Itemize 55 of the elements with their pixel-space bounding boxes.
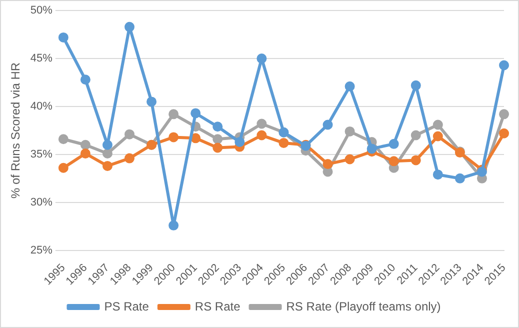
point bbox=[499, 60, 509, 70]
point bbox=[168, 109, 179, 120]
point bbox=[410, 130, 421, 140]
point bbox=[322, 166, 333, 177]
point bbox=[366, 144, 377, 154]
point bbox=[322, 120, 333, 130]
point bbox=[432, 170, 443, 180]
point bbox=[278, 138, 289, 148]
point bbox=[499, 109, 509, 120]
point bbox=[454, 173, 465, 184]
point bbox=[58, 134, 68, 144]
point bbox=[256, 118, 267, 129]
y-tick-label: 35% bbox=[30, 148, 53, 160]
point bbox=[344, 126, 355, 136]
point bbox=[499, 128, 509, 138]
point bbox=[168, 220, 179, 230]
point bbox=[388, 156, 399, 166]
point bbox=[190, 133, 201, 144]
point bbox=[58, 162, 68, 173]
point bbox=[190, 108, 201, 118]
y-tick-label: 45% bbox=[30, 52, 53, 65]
point bbox=[344, 154, 355, 164]
point bbox=[344, 81, 355, 92]
point bbox=[102, 160, 112, 171]
point bbox=[410, 155, 421, 166]
point bbox=[432, 131, 443, 142]
point bbox=[124, 22, 135, 32]
point bbox=[234, 136, 245, 147]
point bbox=[80, 74, 90, 85]
point bbox=[388, 138, 399, 149]
point bbox=[80, 148, 90, 158]
point bbox=[168, 132, 179, 142]
point bbox=[256, 130, 267, 140]
point bbox=[410, 80, 421, 90]
point bbox=[124, 153, 135, 164]
point bbox=[256, 54, 267, 64]
y-axis-title: % of Runs Scored via HR bbox=[8, 62, 23, 199]
point bbox=[102, 140, 112, 150]
legend-label: RS Rate (Playoff teams only) bbox=[286, 299, 441, 314]
point bbox=[212, 142, 223, 153]
point bbox=[146, 96, 157, 107]
y-tick-label: 50% bbox=[30, 4, 53, 17]
y-tick-label: 40% bbox=[30, 100, 53, 113]
y-tick-label: 25% bbox=[30, 244, 53, 256]
point bbox=[322, 159, 333, 170]
point bbox=[432, 120, 443, 130]
point bbox=[58, 32, 68, 42]
point bbox=[212, 122, 223, 132]
y-tick-label: 30% bbox=[30, 196, 53, 208]
point bbox=[102, 148, 112, 158]
point bbox=[80, 140, 90, 150]
point bbox=[124, 129, 135, 140]
legend-label: PS Rate bbox=[104, 299, 150, 314]
point bbox=[212, 134, 223, 144]
legend-label: RS Rate bbox=[194, 299, 241, 314]
